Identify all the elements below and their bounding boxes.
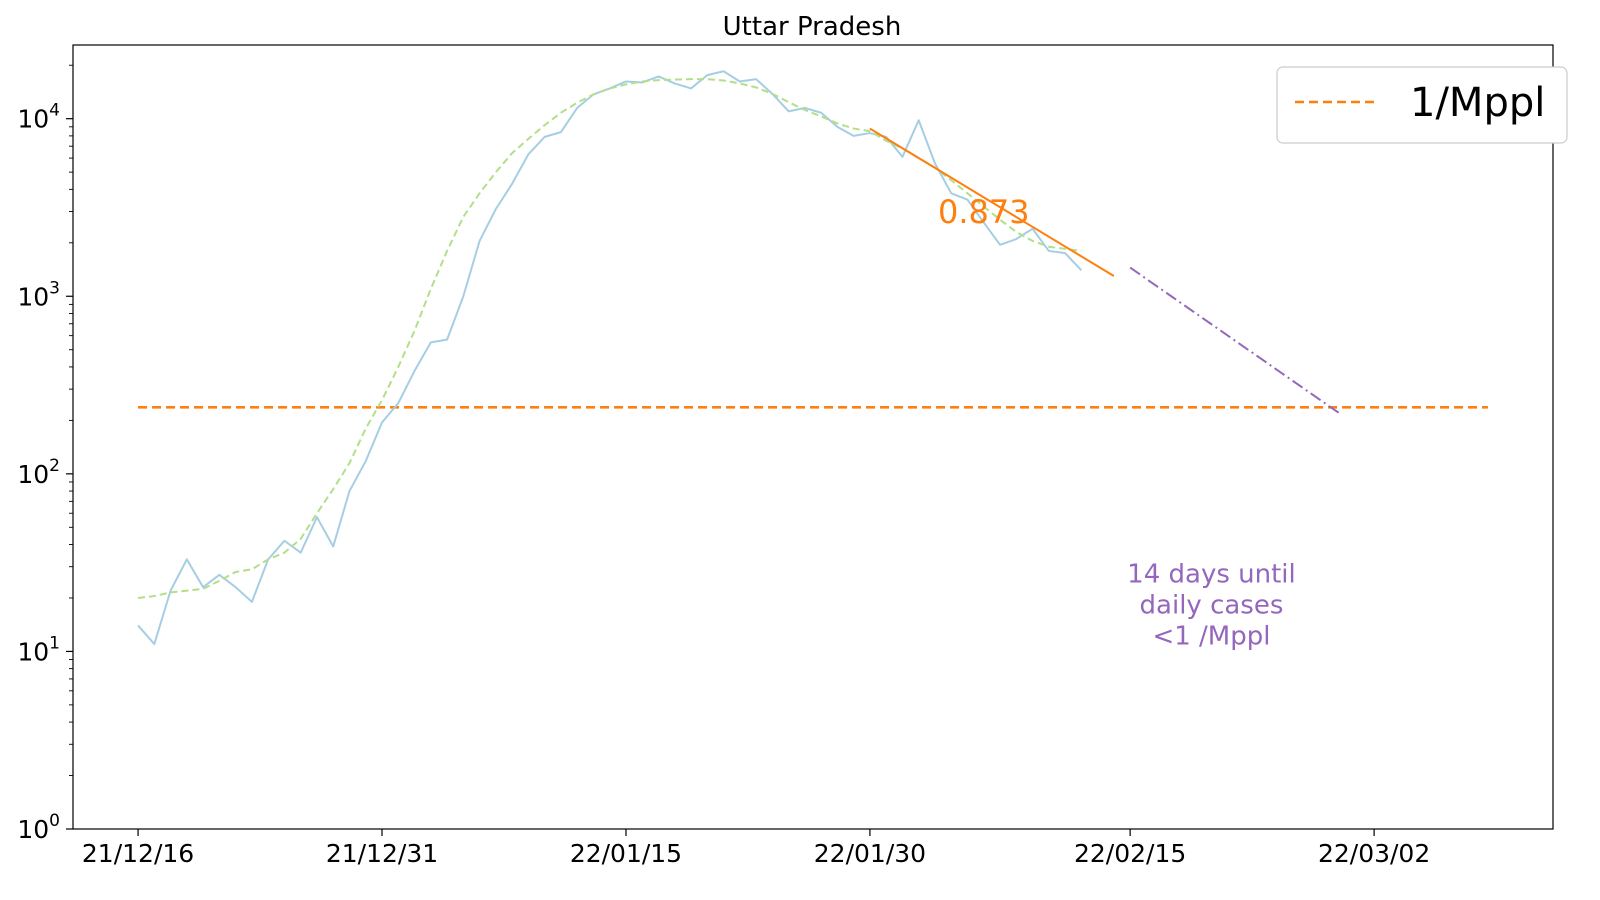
x-tick-label: 22/01/30 [814,839,926,868]
note-line: 14 days until [1127,560,1296,590]
series-layer [137,70,1488,646]
x-tick-label: 21/12/16 [82,839,194,868]
projection-line [1129,266,1343,416]
plot-background [73,45,1553,829]
legend: 1/Mppl [1276,66,1568,144]
note-line: <1 /Mppl [1152,622,1270,652]
chart-title: Uttar Pradesh [723,12,902,42]
legend-box [1276,66,1568,144]
x-tick-label: 22/02/15 [1074,839,1186,868]
note-line: daily cases [1140,591,1284,621]
legend-label: 1/Mppl [1410,80,1545,126]
slope-label: 0.873 [938,193,1030,231]
x-tick-label: 21/12/31 [326,839,438,868]
x-tick-label: 22/01/15 [570,839,682,868]
y-tick-label: 100 [17,811,60,844]
plot-area [73,45,1553,829]
y-tick-label: 104 [17,101,60,134]
axes: 21/12/16 21/12/31 22/01/15 22/01/30 22/02/15… [17,44,1554,868]
y-tick-label: 103 [17,278,60,311]
y-tick-label: 102 [17,456,60,489]
x-tick-label: 22/03/02 [1318,839,1430,868]
fit-line [869,127,1115,277]
series-line-daily [137,70,1083,646]
plot-frame [72,44,1554,830]
y-tick-label: 101 [17,633,60,666]
